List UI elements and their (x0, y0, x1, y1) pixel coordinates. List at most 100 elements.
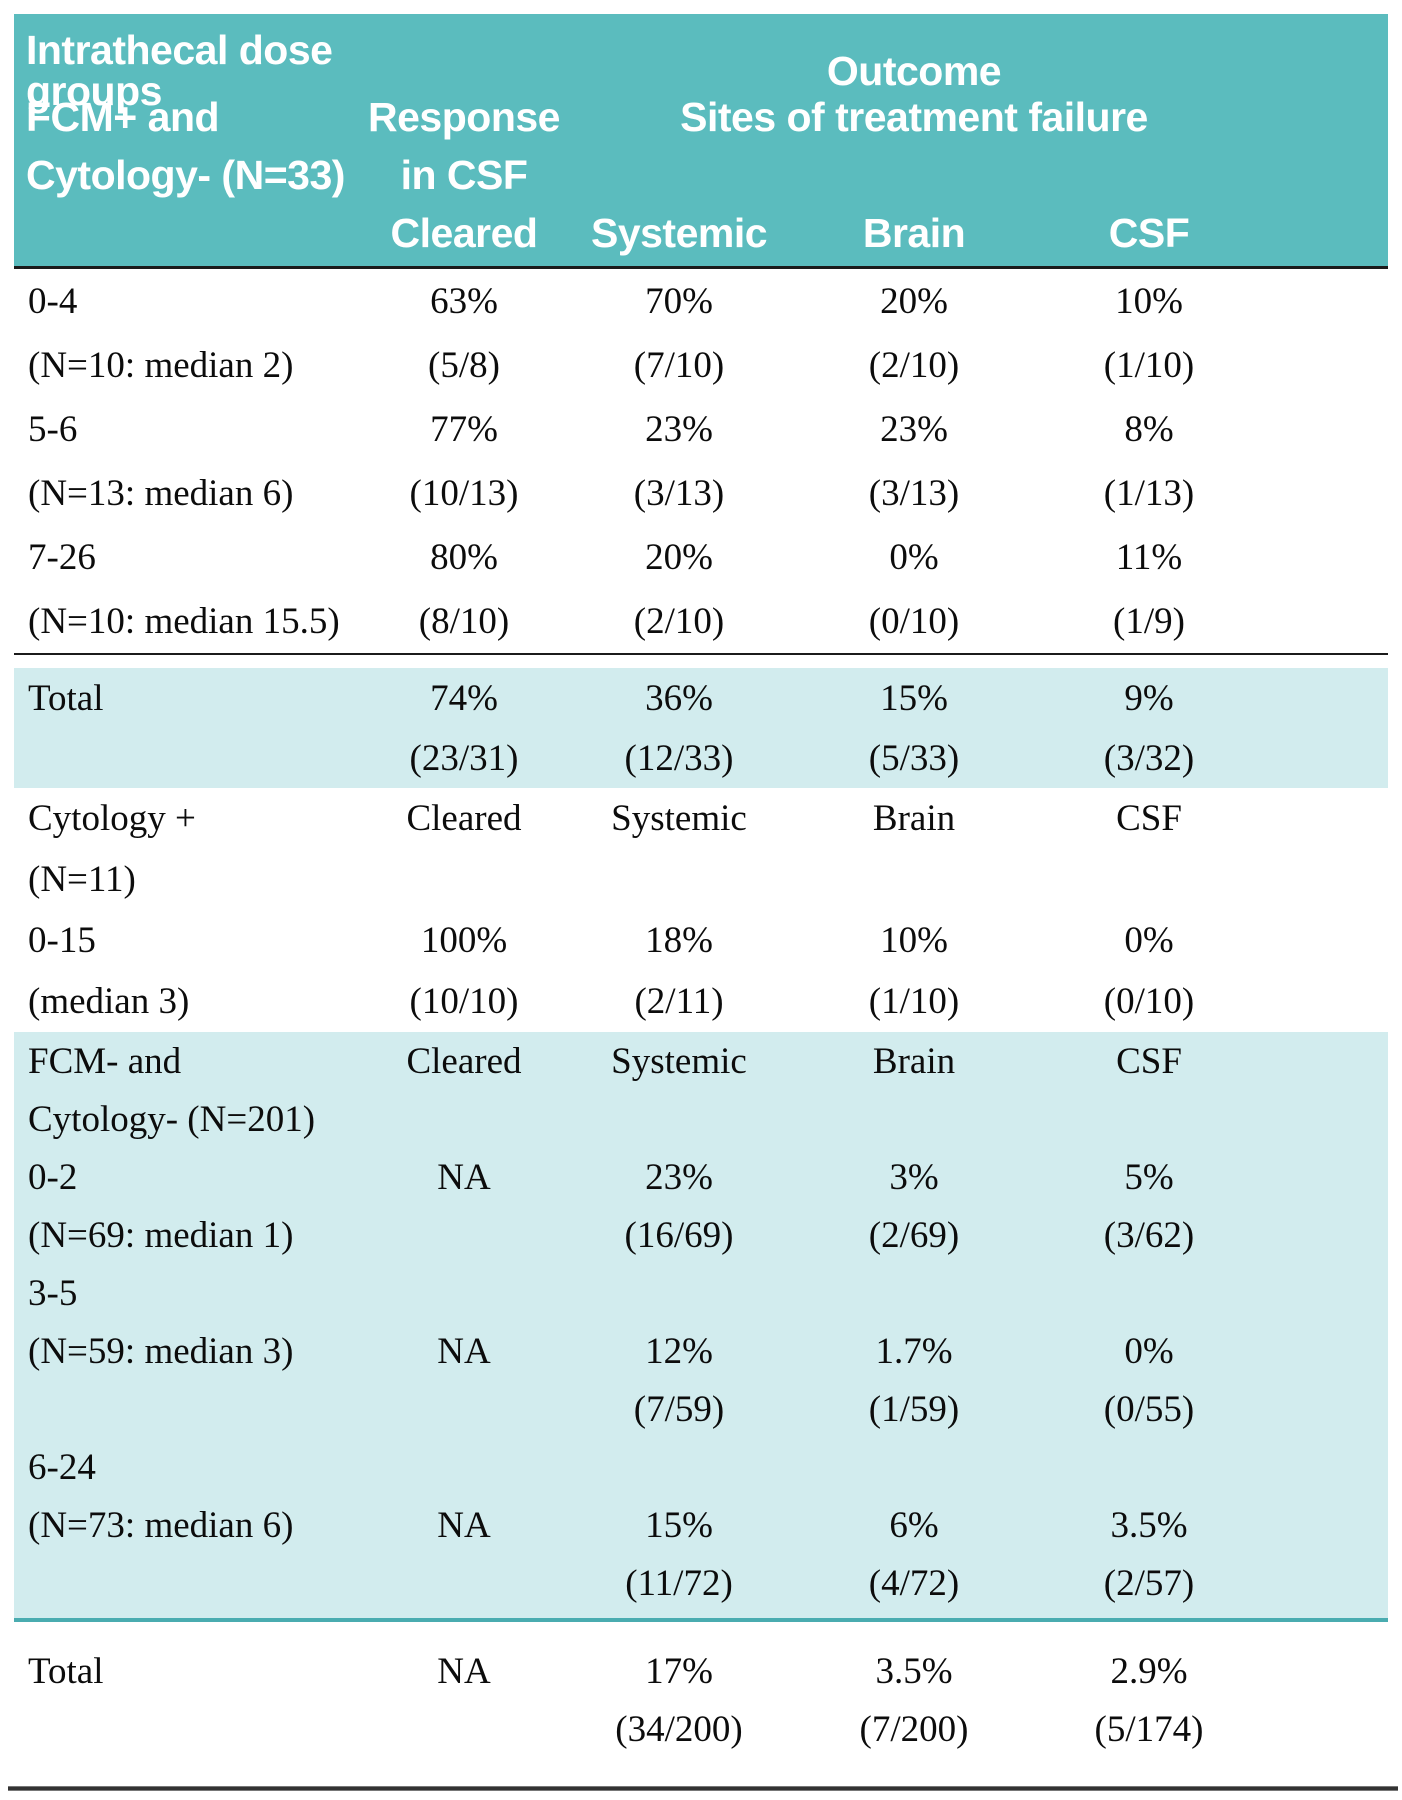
data-cell: (3/62) (1103, 1214, 1195, 1256)
row-label-cell: 6-24 (28, 1446, 96, 1488)
row-label-cell: 0-2 (28, 1156, 78, 1198)
table-row: (median 3) (10/10) (2/11) (1/10) (0/10) (14, 971, 1388, 1032)
table-row: (N=13: median 6) (10/13) (3/13) (3/13) (1/13… (14, 461, 1388, 525)
table-row: (23/31) (12/33) (5/33) (3/32) (14, 728, 1388, 788)
data-cell: (10/10) (409, 981, 519, 1022)
data-cell: (3/13) (633, 472, 725, 514)
data-cell: (8/10) (418, 600, 510, 642)
row-label-cell: (N=69: median 1) (28, 1214, 294, 1256)
section-total-fcm-pos: Total 74% 36% 15% 9% (23/31) (12/33) (5/33) (3/3… (14, 668, 1388, 788)
data-cell: 20% (880, 280, 948, 322)
data-cell: 0% (889, 536, 939, 578)
data-cell: Cleared (406, 798, 522, 839)
data-cell: (10/13) (409, 472, 519, 514)
data-cell: 36% (645, 677, 713, 719)
data-cell: (2/69) (868, 1214, 960, 1256)
header-col-brain: Brain (862, 209, 966, 256)
data-cell: 0% (1124, 1330, 1174, 1372)
data-cell: CSF (1116, 798, 1182, 839)
data-cell: 3% (889, 1156, 939, 1198)
table-row: (7/59) (1/59) (0/55) (14, 1380, 1388, 1438)
data-cell: CSF (1116, 1040, 1182, 1082)
data-cell: Systemic (611, 798, 747, 839)
data-cell: NA (437, 1330, 491, 1372)
row-label-cell: (N=13: median 6) (28, 472, 294, 514)
data-cell: 20% (645, 536, 713, 578)
row-label-cell: (median 3) (28, 981, 190, 1022)
table-row: Total 74% 36% 15% 9% (14, 668, 1388, 728)
table-row: (N=59: median 3) NA 12% 1.7% 0% (14, 1322, 1388, 1380)
clinical-outcomes-table: Intrathecal dose groups Outcome FCM+ and… (14, 14, 1388, 1758)
row-label-cell: 3-5 (28, 1272, 78, 1314)
section-total-fcm-neg: Total NA 17% 3.5% 2.9% (34/200) (7/200) (5/174) (14, 1622, 1388, 1758)
section-cytology-pos: Cytology + Cleared Systemic Brain CSF (N=11) 0… (14, 788, 1388, 1032)
data-cell: Brain (872, 798, 956, 839)
header-row-1: Intrathecal dose groups Outcome (14, 30, 1388, 112)
data-cell: (5/174) (1094, 1708, 1204, 1750)
header-in-csf: in CSF (400, 151, 528, 198)
data-cell: (16/69) (624, 1214, 734, 1256)
data-cell: (7/59) (633, 1388, 725, 1430)
row-label-cell: Cytology + (28, 798, 196, 839)
data-cell: 10% (880, 920, 948, 961)
data-cell: 9% (1124, 677, 1174, 719)
data-cell: 100% (420, 920, 508, 961)
table-row: Cytology + Cleared Systemic Brain CSF (14, 788, 1388, 849)
data-cell: (1/9) (1113, 600, 1185, 642)
row-label-cell: Cytology- (N=201) (28, 1098, 316, 1140)
data-cell: (1/10) (1103, 344, 1195, 386)
data-cell: (1/13) (1103, 472, 1195, 514)
data-cell: 17% (645, 1650, 713, 1692)
data-cell: 1.7% (875, 1330, 953, 1372)
header-col-systemic: Systemic (590, 209, 768, 256)
table-row: 0-2 NA 23% 3% 5% (14, 1148, 1388, 1206)
row-label-cell: 5-6 (28, 408, 78, 450)
data-cell: (7/10) (633, 344, 725, 386)
data-cell: (12/33) (624, 737, 734, 779)
section-fcm-neg: FCM- and Cleared Systemic Brain CSF Cytology-… (14, 1032, 1388, 1618)
header-sites-of-failure: Sites of treatment failure (680, 93, 1148, 140)
data-cell: (2/10) (868, 344, 960, 386)
data-cell: NA (437, 1156, 491, 1198)
data-cell: NA (437, 1504, 491, 1546)
data-cell: 3.5% (875, 1650, 953, 1692)
header-col-csf: CSF (1108, 209, 1190, 256)
row-label-cell: (N=73: median 6) (28, 1504, 294, 1546)
data-cell: 23% (645, 408, 713, 450)
table-row: (11/72) (4/72) (2/57) (14, 1554, 1388, 1612)
header-cytology-neg: Cytology- (N=33) (26, 151, 345, 198)
data-cell: Systemic (611, 1040, 747, 1082)
row-label-cell: Total (28, 677, 104, 719)
data-cell: 63% (430, 280, 498, 322)
header-fcm-pos: FCM+ and (26, 93, 220, 140)
table-row: 0-15 100% 18% 10% 0% (14, 910, 1388, 971)
data-cell: Cleared (406, 1040, 522, 1082)
section-dose-groups-fcm-pos: 0-4 63% 70% 20% 10% (N=10: median 2) (5/8) (7/1… (14, 269, 1388, 653)
data-cell: 10% (1115, 280, 1183, 322)
table-row: 7-26 80% 20% 0% 11% (14, 525, 1388, 589)
table-header: Intrathecal dose groups Outcome FCM+ and… (14, 14, 1388, 266)
table-row: (N=73: median 6) NA 15% 6% 3.5% (14, 1496, 1388, 1554)
header-response: Response (368, 93, 560, 140)
table-row: 0-4 63% 70% 20% 10% (14, 269, 1388, 333)
table-row: (N=10: median 2) (5/8) (7/10) (2/10) (1/10) (14, 333, 1388, 397)
data-cell: Brain (872, 1040, 956, 1082)
data-cell: 6% (889, 1504, 939, 1546)
table-row: (34/200) (7/200) (5/174) (14, 1700, 1388, 1758)
table-row: Total NA 17% 3.5% 2.9% (14, 1642, 1388, 1700)
table-row: (N=11) (14, 849, 1388, 910)
data-cell: 8% (1124, 408, 1174, 450)
data-cell: (1/10) (868, 981, 960, 1022)
header-row-4: Cleared Systemic Brain CSF (14, 204, 1388, 262)
table-row: 3-5 (14, 1264, 1388, 1322)
row-label-cell: (N=59: median 3) (28, 1330, 294, 1372)
data-cell: (4/72) (868, 1562, 960, 1604)
row-label-cell: (N=11) (28, 859, 136, 900)
data-cell: (2/10) (633, 600, 725, 642)
data-cell: (7/200) (859, 1708, 969, 1750)
header-bottom-rule (14, 266, 1388, 269)
row-label-cell: 7-26 (28, 536, 96, 578)
figure-bottom-rule (8, 1786, 1398, 1791)
data-cell: (1/59) (868, 1388, 960, 1430)
